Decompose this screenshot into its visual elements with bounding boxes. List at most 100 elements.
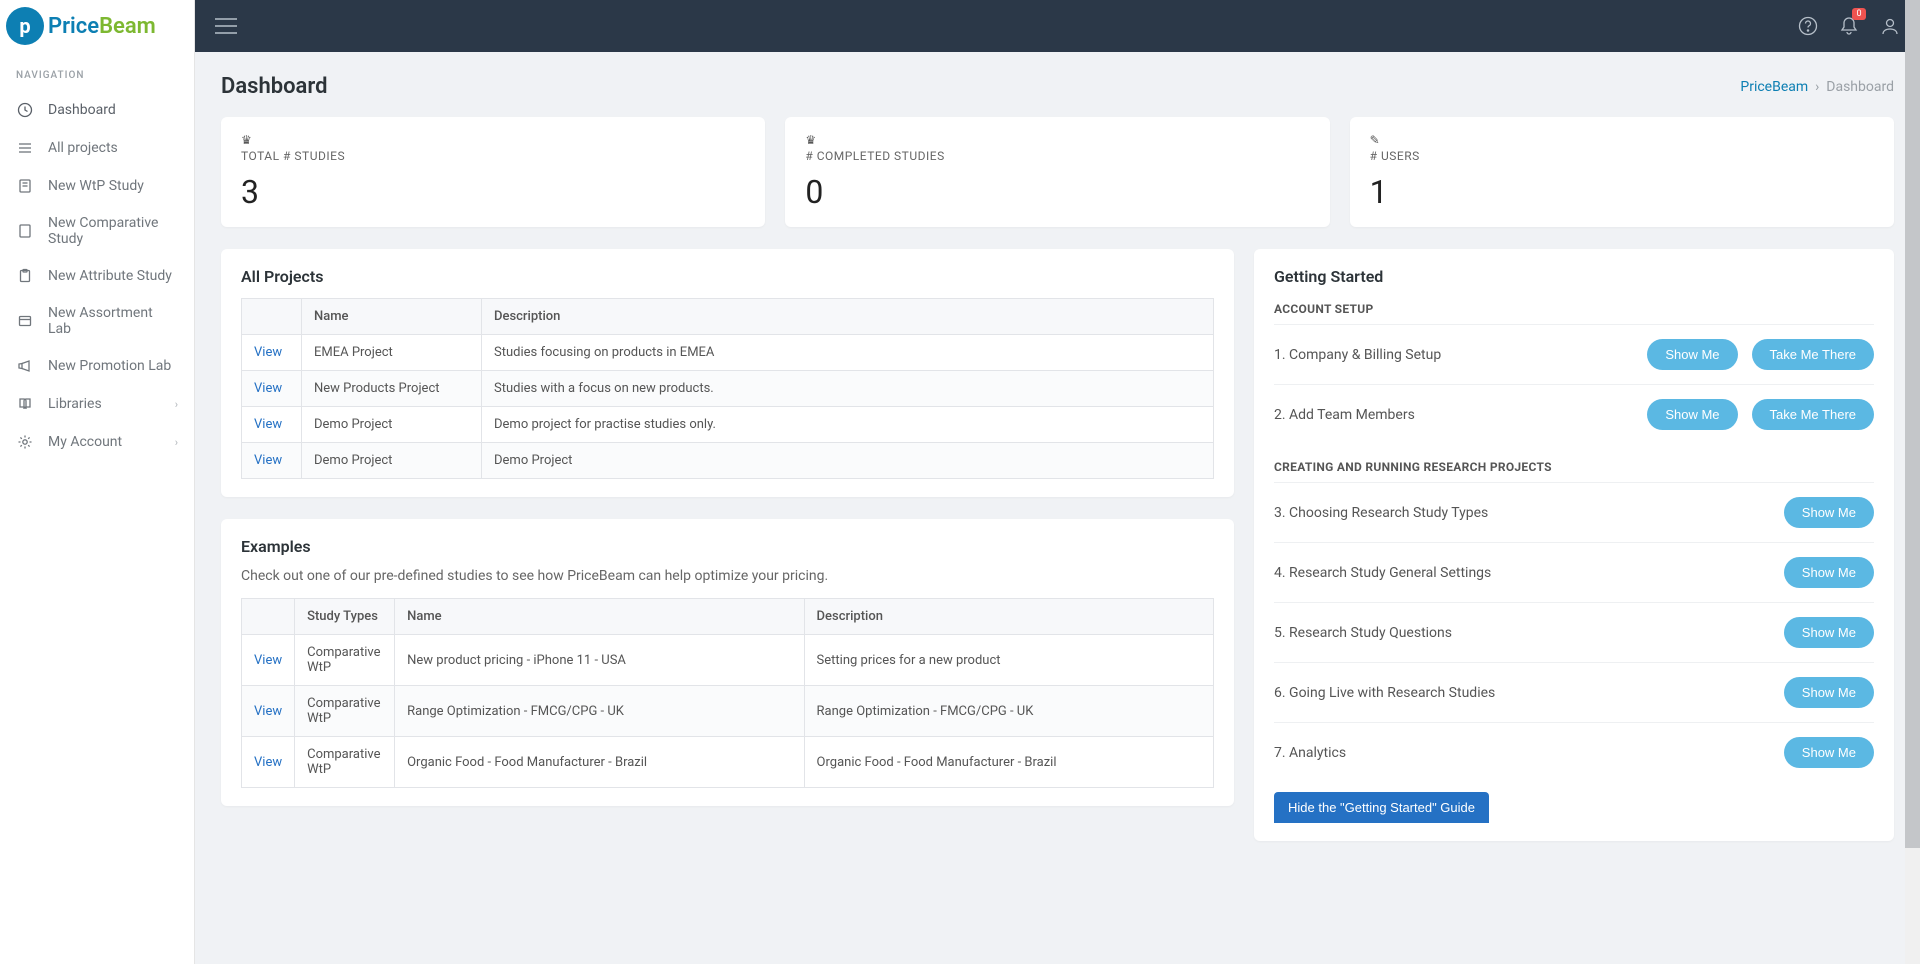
cell-desc: Demo Project — [482, 443, 1214, 479]
cell-desc: Studies focusing on products in EMEA — [482, 335, 1214, 371]
sidebar-item-libraries[interactable]: Libraries › — [0, 385, 194, 423]
table-row: View Comparative WtPNew product pricing -… — [242, 635, 1214, 686]
gs-row: 6. Going Live with Research StudiesShow … — [1274, 662, 1874, 722]
list-icon — [16, 139, 34, 157]
doc-icon — [16, 177, 34, 195]
gs-label: 3. Choosing Research Study Types — [1274, 505, 1784, 521]
view-link[interactable]: View — [254, 653, 282, 668]
sidebar-item-new-promotion-lab[interactable]: New Promotion Lab — [0, 347, 194, 385]
gs-label: 1. Company & Billing Setup — [1274, 347, 1647, 363]
take-me-there-button[interactable]: Take Me There — [1752, 399, 1874, 430]
gs-label: 2. Add Team Members — [1274, 407, 1647, 423]
stat-icon: ♛ — [241, 133, 745, 147]
show-me-button[interactable]: Show Me — [1647, 399, 1737, 430]
account-icon[interactable] — [1880, 16, 1900, 36]
stat-icon: ✎ — [1370, 133, 1874, 147]
logo[interactable]: p PriceBeam — [0, 0, 194, 52]
stat-label: TOTAL # STUDIES — [241, 149, 745, 163]
sidebar-item-label: New Promotion Lab — [48, 358, 171, 374]
show-me-button[interactable]: Show Me — [1784, 737, 1874, 768]
table-header — [242, 599, 295, 635]
table-header: Description — [482, 299, 1214, 335]
chevron-right-icon: › — [175, 398, 178, 411]
nav-header: NAVIGATION — [0, 52, 194, 91]
topbar: 0 — [195, 0, 1920, 52]
table-row: View Comparative WtPOrganic Food - Food M… — [242, 737, 1214, 788]
cell-desc: Range Optimization - FMCG/CPG - UK — [804, 686, 1213, 737]
stat-card: ✎ # USERS 1 — [1350, 117, 1894, 227]
examples-panel: Examples Check out one of our pre-define… — [221, 519, 1234, 806]
view-link[interactable]: View — [254, 381, 282, 396]
table-row: View Demo ProjectDemo Project — [242, 443, 1214, 479]
all-projects-panel: All Projects NameDescription ViewEMEA Pr… — [221, 249, 1234, 497]
sidebar-item-label: Libraries — [48, 396, 102, 412]
table-row: ViewComparative WtPRange Optimization - … — [242, 686, 1214, 737]
table-row: ViewDemo ProjectDemo project for practis… — [242, 407, 1214, 443]
gs-label: 6. Going Live with Research Studies — [1274, 685, 1784, 701]
clipboard-icon — [16, 267, 34, 285]
hide-guide-button[interactable]: Hide the "Getting Started" Guide — [1274, 792, 1489, 823]
cell-type: Comparative WtP — [295, 635, 395, 686]
sidebar-item-new-comparative-study[interactable]: New Comparative Study — [0, 205, 194, 257]
scrollbar-thumb[interactable] — [1905, 0, 1920, 848]
sidebar-item-new-wtp-study[interactable]: New WtP Study — [0, 167, 194, 205]
chevron-right-icon: › — [175, 436, 178, 449]
sidebar-item-all-projects[interactable]: All projects — [0, 129, 194, 167]
sidebar: p PriceBeam NAVIGATION Dashboard All proj… — [0, 0, 195, 964]
view-link[interactable]: View — [254, 417, 282, 432]
cell-name: Organic Food - Food Manufacturer - Brazi… — [395, 737, 804, 788]
sidebar-item-label: Dashboard — [48, 102, 116, 118]
view-link[interactable]: View — [254, 345, 282, 360]
sidebar-item-label: New WtP Study — [48, 178, 144, 194]
cell-name: New product pricing - iPhone 11 - USA — [395, 635, 804, 686]
gs-label: 7. Analytics — [1274, 745, 1784, 761]
logo-text-beam: Beam — [99, 14, 156, 39]
show-me-button[interactable]: Show Me — [1784, 557, 1874, 588]
cell-name: New Products Project — [302, 371, 482, 407]
scrollbar-track[interactable] — [1905, 0, 1920, 964]
gs-label: 4. Research Study General Settings — [1274, 565, 1784, 581]
cell-type: Comparative WtP — [295, 737, 395, 788]
show-me-button[interactable]: Show Me — [1784, 617, 1874, 648]
panel-title: Examples — [241, 537, 1214, 556]
page-icon — [16, 222, 34, 240]
gs-row: 4. Research Study General SettingsShow M… — [1274, 542, 1874, 602]
stat-label: # COMPLETED STUDIES — [805, 149, 1309, 163]
show-me-button[interactable]: Show Me — [1784, 497, 1874, 528]
sidebar-item-label: New Comparative Study — [48, 215, 178, 247]
breadcrumb-current: Dashboard — [1826, 79, 1894, 95]
sidebar-item-label: New Attribute Study — [48, 268, 172, 284]
gs-label: 5. Research Study Questions — [1274, 625, 1784, 641]
cell-name: Range Optimization - FMCG/CPG - UK — [395, 686, 804, 737]
help-icon[interactable] — [1798, 16, 1818, 36]
panel-title: Getting Started — [1274, 267, 1874, 286]
notifications-icon[interactable]: 0 — [1840, 16, 1858, 36]
take-me-there-button[interactable]: Take Me There — [1752, 339, 1874, 370]
show-me-button[interactable]: Show Me — [1784, 677, 1874, 708]
stat-value: 1 — [1370, 173, 1874, 211]
table-header: Name — [302, 299, 482, 335]
sidebar-item-label: All projects — [48, 140, 118, 156]
hamburger-icon[interactable] — [215, 18, 237, 34]
cell-desc: Demo project for practise studies only. — [482, 407, 1214, 443]
show-me-button[interactable]: Show Me — [1647, 339, 1737, 370]
cell-desc: Studies with a focus on new products. — [482, 371, 1214, 407]
view-link[interactable]: View — [254, 755, 282, 770]
table-header: Name — [395, 599, 804, 635]
view-link[interactable]: View — [254, 704, 282, 719]
sidebar-item-new-attribute-study[interactable]: New Attribute Study — [0, 257, 194, 295]
sidebar-item-dashboard[interactable]: Dashboard — [0, 91, 194, 129]
panel-title: All Projects — [241, 267, 1214, 286]
breadcrumb: PriceBeam › Dashboard — [1740, 79, 1894, 95]
stat-label: # USERS — [1370, 149, 1874, 163]
sidebar-item-new-assortment-lab[interactable]: New Assortment Lab — [0, 295, 194, 347]
stat-value: 0 — [805, 173, 1309, 211]
sidebar-item-my-account[interactable]: My Account › — [0, 423, 194, 461]
cell-desc: Setting prices for a new product — [804, 635, 1213, 686]
gs-row: 1. Company & Billing SetupShow Me Take Me… — [1274, 324, 1874, 384]
breadcrumb-root[interactable]: PriceBeam — [1740, 79, 1808, 95]
stat-card: ♛# COMPLETED STUDIES0 — [785, 117, 1329, 227]
cell-name: Demo Project — [302, 443, 482, 479]
view-link[interactable]: View — [254, 453, 282, 468]
sidebar-item-label: My Account — [48, 434, 122, 450]
